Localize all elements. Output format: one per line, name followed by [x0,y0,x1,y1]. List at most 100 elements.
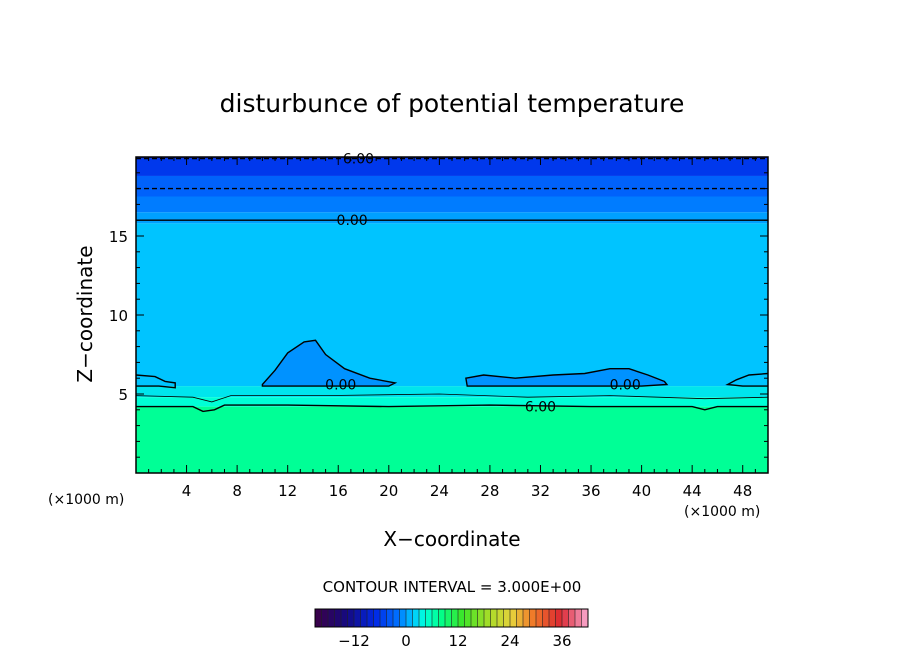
colorbar-frame [314,608,589,628]
colorbar-cell [451,609,459,627]
x-origin-unit: (×1000 m) [48,492,124,508]
axis-ticks [135,156,769,474]
contour-line [725,372,768,387]
contour-label: 6.00 [525,400,556,416]
colorbar-cell [490,609,498,627]
colorbar-cell [354,609,361,627]
colorbar-cell [315,609,322,627]
colorbar-cell [438,609,446,627]
x-tick-label: 40 [632,482,651,500]
colorbar-cell [373,609,381,627]
colorbar-cell [432,609,439,627]
colorbar-cell [328,609,335,627]
contour-label: 6.00 [343,152,374,168]
colorbar-cell [399,609,407,627]
x-tick-label: 36 [581,482,600,500]
contour-line [136,393,768,403]
colorbar-tick-label: 36 [552,632,571,650]
x-tick-label: 4 [182,482,192,500]
plot-area: 6.00 0.00 0.00 0.00 6.00 [135,152,769,474]
colorbar-cell [568,609,576,627]
colorbar-cell [510,609,517,627]
contour-label: 0.00 [337,213,368,229]
x-tick-label: 48 [733,482,752,500]
color-field [136,157,768,473]
colorbar-cell [367,609,374,627]
color-band [136,196,768,213]
color-band [136,158,768,176]
y-tick-label: 5 [118,386,128,404]
cold-anomaly-fill [262,340,396,387]
colorbar-cell [503,609,511,627]
color-band [136,212,768,224]
contour-line [465,368,669,387]
contour-interval-text: CONTOUR INTERVAL = 3.000E+00 [323,578,582,596]
colorbar-cell [471,609,478,627]
colorbar-tick-label: −12 [338,632,370,650]
y-tick-labels: 5 10 15 [109,228,128,404]
colorbar-cell [562,609,569,627]
colorbar-cell [386,609,394,627]
color-band [136,223,768,387]
colorbar-cell [412,609,420,627]
cold-anomaly-fill [465,368,667,387]
x-tick-label: 24 [430,482,449,500]
colorbar-cell [497,609,504,627]
contour-label: 0.00 [325,378,356,394]
colorbar-cell [536,609,543,627]
x-tick-labels: 4 8 12 16 20 24 28 32 36 40 44 48 [182,482,752,500]
colorbar-cell [334,609,342,627]
contour-label: 0.00 [610,378,641,394]
contour-line [261,339,398,387]
y-axis-title: Z−coordinate [73,245,97,382]
colorbar-cell [347,609,355,627]
colorbar-cell [406,609,413,627]
colorbar-cell [419,609,426,627]
colorbar-cell [360,609,368,627]
colorbar-cell [445,609,452,627]
colorbar [314,608,589,628]
colorbar-cell [555,609,563,627]
colorbar-cell [529,609,537,627]
colorbar-cell [549,609,556,627]
x-tick-label: 16 [329,482,348,500]
colorbar-cell [581,609,589,627]
x-tick-label: 20 [379,482,398,500]
x-tick-label: 8 [232,482,242,500]
colorbar-cell [341,609,348,627]
colorbar-cell [458,609,465,627]
contour-line [136,374,176,389]
colorbar-cell [477,609,485,627]
contour-labels: 6.00 0.00 0.00 0.00 6.00 [325,152,641,416]
colorbar-cell [575,609,582,627]
colorbar-cell [464,609,472,627]
colorbar-tick-label: 12 [448,632,467,650]
y-tick-label: 15 [109,228,128,246]
x-axis-title: X−coordinate [383,527,520,551]
colorbar-tick-label: 24 [500,632,519,650]
colorbar-cell [321,609,329,627]
x-axis-unit: (×1000 m) [684,504,760,520]
x-tick-label: 44 [683,482,702,500]
colorbar-cell [523,609,530,627]
chart-title: disturbunce of potential temperature [220,89,685,118]
colorbar-cell [380,609,387,627]
colorbar-tick-labels: −12 0 12 24 36 [338,632,571,650]
colorbar-cell [542,609,550,627]
color-band [136,386,768,398]
colorbar-cell [393,609,400,627]
color-band [136,406,768,473]
colorbar-cell [516,609,524,627]
color-band [136,175,768,197]
cold-anomaly-fills [262,340,667,387]
x-tick-label: 28 [480,482,499,500]
colorbar-tick-label: 0 [401,632,411,650]
colorbar-cell [484,609,491,627]
contour-line [136,404,768,413]
x-tick-label: 32 [531,482,550,500]
colorbar-cell [425,609,433,627]
color-band [136,397,768,407]
x-tick-label: 12 [278,482,297,500]
y-tick-label: 10 [109,307,128,325]
